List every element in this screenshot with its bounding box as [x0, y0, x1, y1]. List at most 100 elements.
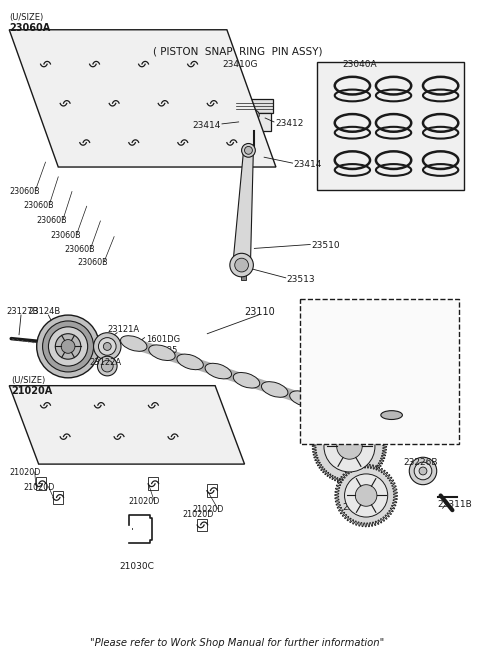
Polygon shape	[9, 29, 276, 167]
Bar	[300, 299, 459, 445]
Text: 23226B: 23226B	[403, 458, 438, 467]
Text: 21020D: 21020D	[23, 483, 54, 492]
Text: 23122A: 23122A	[90, 358, 122, 367]
Text: 23060A: 23060A	[9, 23, 50, 33]
Text: 23060B: 23060B	[23, 201, 54, 210]
Text: 23040A: 23040A	[343, 60, 377, 69]
Circle shape	[230, 253, 253, 277]
Circle shape	[97, 356, 117, 376]
Bar	[340, 375, 384, 391]
Bar	[227, 136, 237, 149]
Text: ( PISTON  SNAP  RING  PIN ASSY): ( PISTON SNAP RING PIN ASSY)	[154, 47, 323, 56]
Circle shape	[244, 147, 252, 155]
Circle shape	[103, 343, 111, 350]
Polygon shape	[335, 464, 397, 527]
Text: 1601DG: 1601DG	[146, 335, 180, 344]
Text: 21020A: 21020A	[11, 386, 52, 396]
Text: 21020D: 21020D	[183, 510, 214, 519]
Text: 23412: 23412	[361, 360, 390, 369]
Bar	[60, 98, 70, 109]
Circle shape	[241, 143, 255, 157]
Text: 23060B: 23060B	[9, 187, 40, 196]
Bar	[158, 98, 168, 109]
Text: 23200D: 23200D	[343, 503, 378, 512]
Circle shape	[324, 421, 375, 472]
Text: (U/SIZE): (U/SIZE)	[11, 376, 46, 385]
Bar	[342, 391, 382, 409]
Text: 21030C: 21030C	[119, 562, 154, 571]
Text: 23311B: 23311B	[438, 500, 472, 510]
Polygon shape	[312, 409, 387, 483]
Text: 23060B: 23060B	[50, 231, 81, 240]
Ellipse shape	[205, 364, 231, 379]
Circle shape	[345, 474, 388, 517]
Circle shape	[414, 462, 432, 480]
Bar	[53, 491, 63, 504]
Ellipse shape	[120, 336, 147, 351]
Text: 21020D: 21020D	[192, 505, 224, 514]
Ellipse shape	[346, 409, 372, 425]
Bar	[41, 58, 50, 70]
Circle shape	[409, 457, 437, 485]
Text: 23410A: 23410A	[349, 321, 384, 330]
Text: 23414: 23414	[294, 160, 322, 169]
Ellipse shape	[318, 400, 344, 416]
Circle shape	[336, 434, 362, 459]
Bar	[129, 136, 138, 149]
Bar	[148, 477, 158, 490]
Circle shape	[419, 467, 427, 475]
Bar	[178, 136, 188, 149]
Ellipse shape	[250, 152, 259, 157]
Bar	[238, 113, 271, 131]
Bar	[197, 519, 207, 531]
Text: (U/SIZE): (U/SIZE)	[9, 13, 44, 22]
Text: 23410G: 23410G	[222, 60, 257, 69]
Circle shape	[101, 360, 113, 372]
Circle shape	[55, 333, 81, 359]
Bar	[168, 430, 178, 443]
Text: (PISTON  PIN ASSY): (PISTON PIN ASSY)	[313, 307, 404, 316]
Bar	[36, 477, 46, 490]
Circle shape	[48, 327, 88, 366]
Circle shape	[94, 333, 121, 360]
Text: 21020D: 21020D	[129, 497, 160, 506]
Circle shape	[36, 315, 99, 378]
Bar	[80, 136, 89, 149]
Bar	[114, 430, 124, 443]
Bar	[139, 58, 148, 70]
Bar	[95, 400, 104, 411]
Polygon shape	[9, 386, 244, 464]
Text: 23110: 23110	[244, 307, 276, 317]
Bar	[41, 400, 50, 411]
Text: 23060B: 23060B	[36, 216, 67, 225]
Bar	[207, 484, 217, 497]
Bar	[240, 268, 246, 280]
Text: 23121A: 23121A	[107, 325, 139, 334]
Bar	[236, 100, 273, 113]
Bar	[188, 58, 197, 70]
Text: 21020D: 21020D	[9, 468, 41, 477]
Text: "Please refer to Work Shop Manual for further information": "Please refer to Work Shop Manual for fu…	[90, 638, 384, 648]
Text: 23124B: 23124B	[29, 307, 61, 316]
Text: 23412: 23412	[275, 119, 303, 128]
Text: 23060B: 23060B	[64, 246, 95, 254]
Circle shape	[98, 337, 116, 355]
Bar	[60, 430, 70, 443]
Polygon shape	[317, 62, 464, 189]
Text: 21121A: 21121A	[327, 427, 361, 436]
Circle shape	[61, 339, 75, 353]
Circle shape	[357, 388, 367, 398]
Circle shape	[235, 258, 249, 272]
Bar	[109, 98, 119, 109]
Bar	[207, 98, 217, 109]
Ellipse shape	[177, 354, 204, 369]
Bar	[90, 58, 99, 70]
Text: 23510: 23510	[311, 240, 340, 250]
Text: 23125: 23125	[151, 346, 178, 356]
Text: 23513: 23513	[287, 275, 315, 284]
Circle shape	[355, 485, 377, 506]
Ellipse shape	[262, 382, 288, 397]
Ellipse shape	[289, 391, 316, 407]
Circle shape	[250, 110, 259, 120]
Ellipse shape	[233, 373, 260, 388]
